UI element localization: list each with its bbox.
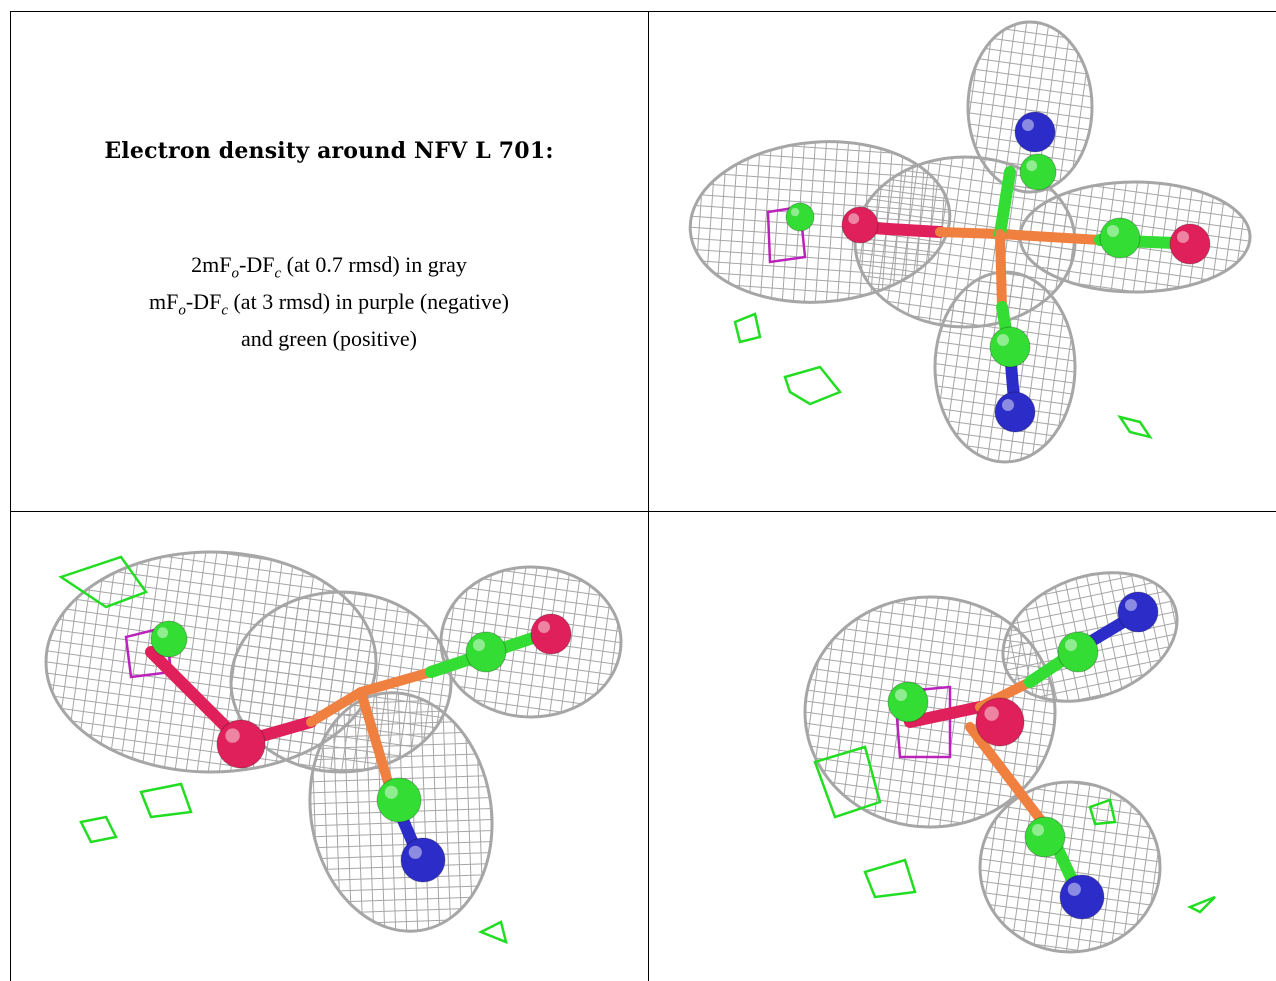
legend-line-2mfo: 2mFo-DFc (at 0.7 rmsd) in gray — [191, 252, 467, 282]
carbon-atom — [887, 681, 929, 723]
oxygen-atom — [975, 697, 1025, 747]
figure-title: Electron density around NFV L 701: — [104, 138, 554, 164]
difference-density-mesh — [1186, 895, 1216, 914]
atom-highlight — [225, 728, 240, 743]
atom-highlight — [1022, 119, 1034, 131]
bond-stick — [356, 687, 396, 797]
atom-highlight — [1026, 160, 1038, 172]
bond-stick — [904, 701, 986, 728]
density-view-bottom-right — [650, 512, 1276, 981]
atom-highlight — [473, 639, 485, 651]
density-map-image — [803, 571, 1216, 954]
carbon-atom — [1099, 217, 1141, 259]
oxygen-atom — [530, 613, 572, 655]
legend-line-positive: and green (positive) — [241, 326, 417, 351]
bond-stick — [356, 667, 436, 697]
difference-density-mesh — [477, 920, 508, 945]
difference-density-mesh — [79, 815, 118, 844]
nitrogen-atom — [1014, 111, 1056, 153]
atom-highlight — [790, 207, 800, 217]
atom-highlight — [157, 627, 169, 639]
bond-stick — [306, 687, 366, 727]
density-view-top-right — [650, 12, 1276, 510]
difference-density-mesh — [1117, 415, 1153, 439]
atom-highlight — [408, 845, 422, 859]
atom-highlight — [384, 785, 398, 799]
atom-highlight — [984, 706, 999, 721]
bond-stick — [994, 166, 1016, 240]
atom-highlight — [1002, 399, 1014, 411]
legend-line-mfo: mFo-DFc (at 3 rmsd) in purple (negative) — [149, 289, 509, 319]
nitrogen-atom — [1059, 874, 1105, 920]
atom-highlight — [1125, 599, 1137, 611]
oxygen-atom — [216, 719, 266, 769]
carbon-atom — [376, 777, 422, 823]
difference-density-mesh — [58, 555, 148, 609]
carbon-atom — [1057, 631, 1099, 673]
atom-highlight — [1032, 824, 1044, 836]
bond-stick — [995, 229, 1105, 245]
carbon-atom — [989, 326, 1031, 368]
difference-density-mesh — [863, 858, 917, 899]
nitrogen-atom — [400, 837, 446, 883]
difference-density-mesh — [733, 312, 762, 344]
difference-density-mesh — [893, 685, 952, 759]
atom-highlight — [1177, 231, 1189, 243]
atom-highlight — [538, 621, 550, 633]
difference-density-mesh — [813, 745, 882, 819]
caption-cell: Electron density around NFV L 701: 2mFo-… — [10, 12, 648, 510]
atom-highlight — [895, 689, 907, 701]
table-row-divider — [10, 511, 1276, 512]
carbon-atom — [1019, 153, 1057, 191]
bond-stick — [935, 227, 1005, 239]
carbon-atom — [465, 631, 507, 673]
atom-highlight — [1065, 639, 1077, 651]
density-view-bottom-left — [11, 512, 647, 981]
table-column-divider — [648, 11, 649, 981]
nitrogen-atom — [1117, 591, 1159, 633]
difference-density-mesh — [783, 365, 843, 406]
bond-stick — [995, 229, 1007, 312]
atom-highlight — [1067, 882, 1081, 896]
carbon-atom — [150, 620, 188, 658]
table-border-left — [10, 11, 11, 981]
table-border-top — [10, 11, 1276, 12]
atom-highlight — [848, 213, 860, 225]
carbon-atom — [785, 202, 815, 232]
bond-stick — [965, 722, 1055, 837]
density-map-image — [44, 550, 623, 945]
atom-highlight — [997, 334, 1009, 346]
nitrogen-atom — [994, 391, 1036, 433]
density-map-image — [688, 20, 1252, 464]
oxygen-atom — [1169, 223, 1211, 265]
oxygen-atom — [841, 206, 879, 244]
difference-density-mesh — [1088, 798, 1117, 826]
atom-highlight — [1107, 225, 1119, 237]
carbon-atom — [1024, 816, 1066, 858]
difference-density-mesh — [139, 782, 193, 819]
